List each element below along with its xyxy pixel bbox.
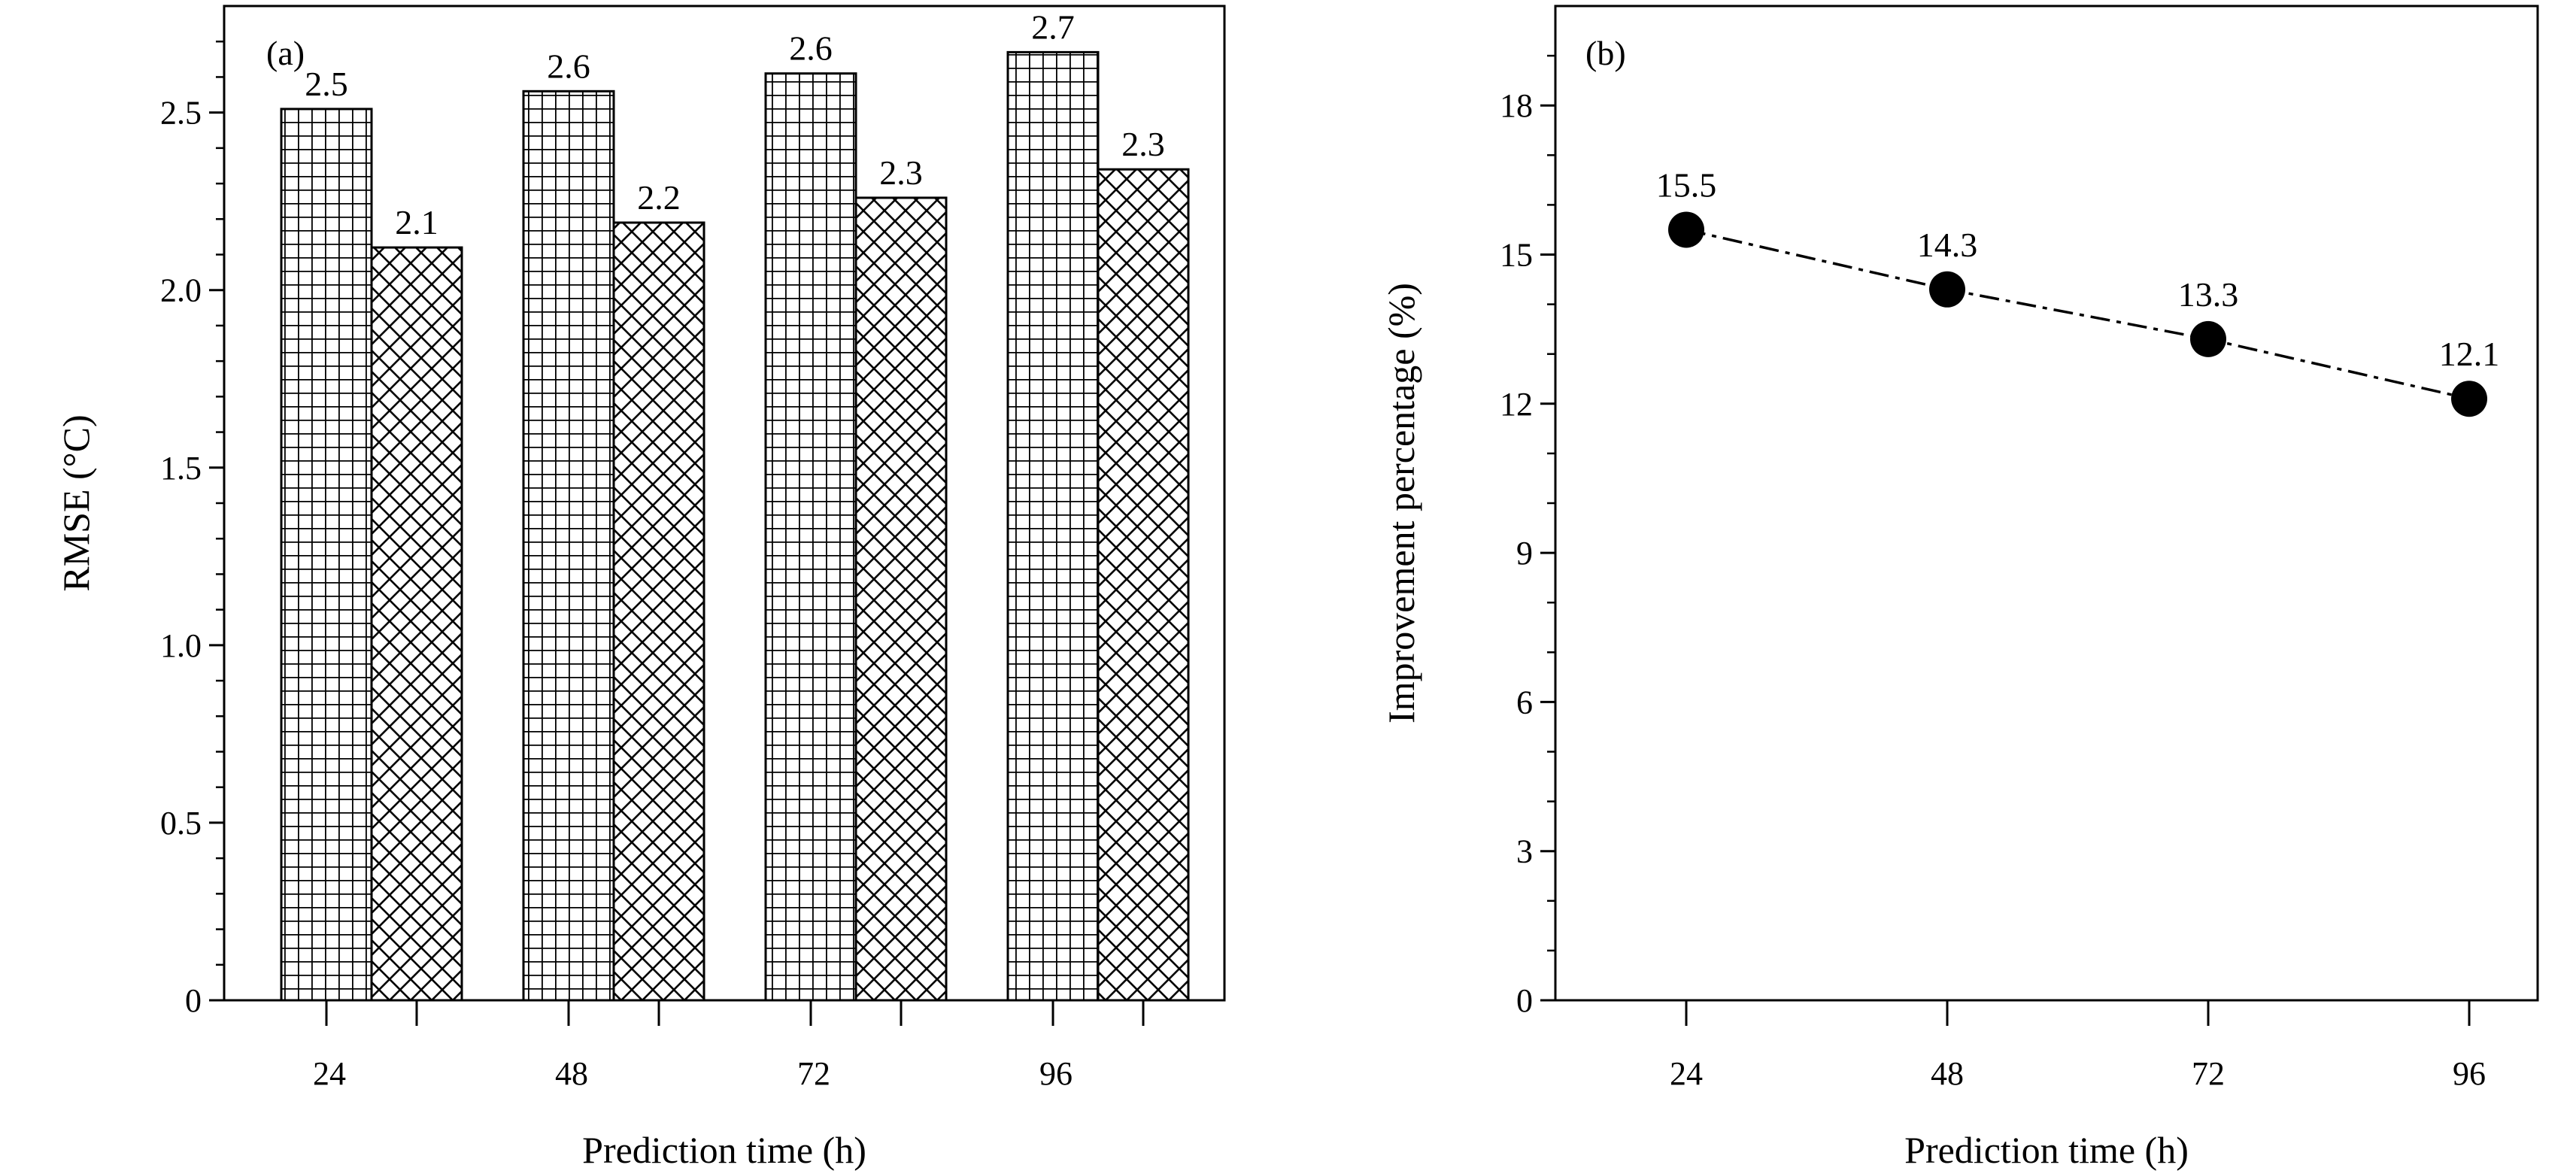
- chart-b: (b) 15.5 14.3 13.3 12.1 24 48 72 96 0 3 6 9 12 15 18…: [1380, 5, 2539, 1171]
- chart-a-x-tick-label: 48: [555, 1055, 588, 1092]
- chart-a-bar: [1097, 168, 1190, 1002]
- chart-b-data-label: 13.3: [2178, 275, 2239, 314]
- chart-b-point: [1929, 271, 1965, 308]
- chart-b-x-tick-label: 96: [2453, 1055, 2486, 1092]
- chart-a-bar: [280, 108, 373, 1002]
- chart-a-y-tick-label: 0.5: [160, 805, 202, 842]
- chart-a-data-label: 2.3: [879, 153, 923, 192]
- chart-b-x-tick-label: 24: [1670, 1055, 1703, 1092]
- chart-a-bar: [764, 72, 857, 1002]
- chart-b-x-tick-label: 72: [2192, 1055, 2225, 1092]
- chart-a-y-tick-label: 1.5: [160, 450, 202, 487]
- chart-b-y-tick-label: 0: [1516, 982, 1533, 1019]
- chart-b-series: 15.5 14.3 13.3 12.1: [1656, 165, 2500, 417]
- chart-b-series-line: [1685, 228, 2470, 400]
- chart-a-bar: [854, 196, 948, 1002]
- chart-b-x-axis-title: Prediction time (h): [1904, 1129, 2189, 1171]
- chart-a-bar: [522, 89, 615, 1002]
- chart-b-y-tick-label: 12: [1500, 386, 1533, 423]
- chart-b-data-label: 15.5: [1656, 165, 1717, 204]
- chart-b-y-tick-label: 3: [1516, 833, 1533, 870]
- chart-a-y-tick-label: 2.0: [160, 272, 202, 309]
- chart-b-y-tick-label: 9: [1516, 535, 1533, 572]
- chart-b-x-axis: 24 48 72 96: [1670, 1000, 2486, 1092]
- chart-a-panel-label: (a): [266, 34, 305, 72]
- chart-a-x-axis: 24 48 72 96: [313, 1000, 1145, 1092]
- chart-b-y-tick-label: 18: [1500, 87, 1533, 124]
- chart-b-y-axis: 0 3 6 9 12 15 18: [1500, 54, 1555, 1019]
- chart-a-data-label: 2.5: [305, 65, 348, 103]
- chart-b-point: [2451, 381, 2487, 417]
- chart-a-data-label: 2.7: [1031, 8, 1075, 46]
- chart-a: (a) 2.52.12.62.22.62.32.72.3 24 48 72 96 00…: [55, 5, 1226, 1171]
- chart-a-x-tick-label: 96: [1039, 1055, 1073, 1092]
- chart-a-y-tick-label: 0: [185, 982, 202, 1019]
- chart-a-bar: [612, 221, 705, 1002]
- chart-b-point: [1668, 211, 1704, 248]
- chart-b-point: [2190, 320, 2226, 357]
- chart-b-data-label: 14.3: [1917, 226, 1978, 264]
- chart-a-bar: [370, 246, 463, 1002]
- chart-b-plot-frame: [1554, 5, 2539, 1002]
- chart-a-bars: 2.5 2.1 2.6 2.2 2.6 2.3 2.7 2.3: [280, 8, 1190, 1002]
- chart-a-data-label: 2.2: [637, 178, 681, 217]
- chart-b-x-tick-label: 48: [1931, 1055, 1964, 1092]
- chart-b-y-tick-label: 6: [1516, 684, 1533, 720]
- chart-a-y-tick-label: 1.0: [160, 627, 202, 664]
- chart-b-y-tick-label: 15: [1500, 237, 1533, 274]
- chart-a-data-label: 2.3: [1121, 125, 1165, 163]
- chart-a-y-tick-label: 2.5: [160, 95, 202, 132]
- chart-b-panel-label: (b): [1585, 34, 1626, 72]
- chart-a-y-axis-title: RMSE (°C): [55, 414, 97, 591]
- chart-a-data-label: 2.1: [395, 203, 438, 241]
- chart-a-data-label: 2.6: [789, 29, 833, 68]
- chart-a-y-axis: 0 0.5 1.0 1.5 2.0 2.5: [160, 40, 224, 1019]
- chart-b-y-axis-title: Improvement percentage (%): [1380, 283, 1422, 724]
- chart-a-x-tick-label: 24: [313, 1055, 346, 1092]
- chart-a-plot-frame: [223, 5, 1226, 1002]
- chart-a-x-axis-title: Prediction time (h): [582, 1129, 866, 1171]
- chart-a-x-tick-label: 72: [797, 1055, 830, 1092]
- chart-b-data-label: 12.1: [2439, 335, 2500, 373]
- chart-a-data-label: 2.6: [547, 47, 590, 85]
- chart-a-bar: [1006, 50, 1100, 1002]
